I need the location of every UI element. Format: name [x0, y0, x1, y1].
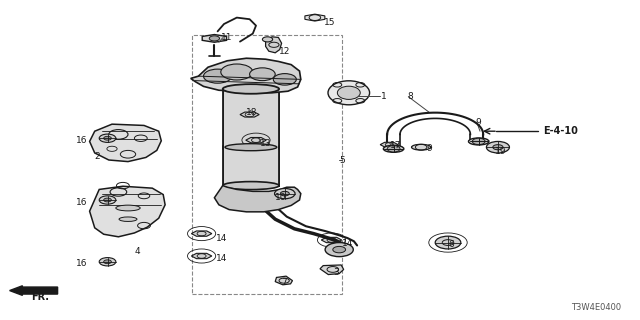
- Ellipse shape: [337, 86, 360, 100]
- Circle shape: [204, 69, 232, 83]
- Circle shape: [273, 74, 296, 85]
- Polygon shape: [191, 58, 301, 93]
- Circle shape: [280, 191, 289, 196]
- Text: T3W4E0400: T3W4E0400: [571, 303, 621, 312]
- Polygon shape: [266, 37, 282, 53]
- Circle shape: [104, 198, 111, 202]
- Circle shape: [262, 37, 273, 42]
- Text: 16: 16: [76, 260, 87, 268]
- Text: 14: 14: [216, 234, 228, 243]
- Polygon shape: [202, 35, 227, 42]
- Text: FR.: FR.: [31, 292, 49, 302]
- Ellipse shape: [223, 182, 279, 189]
- Circle shape: [435, 236, 461, 249]
- Polygon shape: [275, 276, 292, 285]
- Circle shape: [325, 243, 353, 257]
- Ellipse shape: [412, 144, 431, 150]
- Text: 17: 17: [390, 141, 402, 150]
- Circle shape: [333, 246, 346, 253]
- Circle shape: [486, 141, 509, 153]
- Polygon shape: [305, 14, 325, 21]
- Ellipse shape: [225, 144, 276, 151]
- Ellipse shape: [119, 217, 137, 221]
- Text: 10: 10: [275, 193, 287, 202]
- Circle shape: [99, 258, 116, 266]
- Text: 12: 12: [279, 47, 291, 56]
- Polygon shape: [90, 186, 165, 237]
- Circle shape: [493, 145, 503, 150]
- Text: 3: 3: [333, 268, 339, 277]
- Text: 6: 6: [448, 240, 454, 249]
- Circle shape: [209, 36, 220, 41]
- Text: 11: 11: [221, 33, 232, 42]
- Text: 16: 16: [76, 198, 87, 207]
- Polygon shape: [214, 186, 301, 212]
- Polygon shape: [246, 138, 266, 143]
- Circle shape: [275, 188, 295, 199]
- Text: 18: 18: [246, 108, 258, 117]
- Ellipse shape: [328, 81, 370, 105]
- Text: 9: 9: [475, 118, 481, 127]
- Circle shape: [104, 136, 111, 140]
- Ellipse shape: [383, 145, 404, 152]
- Text: 15: 15: [324, 18, 335, 27]
- Circle shape: [99, 196, 116, 204]
- Circle shape: [472, 138, 485, 145]
- Polygon shape: [240, 112, 259, 117]
- Bar: [223, 89, 279, 186]
- Text: 9: 9: [426, 144, 432, 153]
- Polygon shape: [90, 124, 161, 162]
- Text: 5: 5: [339, 156, 345, 164]
- Circle shape: [104, 260, 111, 264]
- Circle shape: [387, 146, 400, 152]
- Circle shape: [250, 68, 275, 81]
- Text: 7: 7: [282, 278, 287, 287]
- Text: 4: 4: [134, 247, 140, 256]
- Circle shape: [99, 134, 116, 142]
- Text: 16: 16: [76, 136, 87, 145]
- Text: 8: 8: [407, 92, 413, 101]
- Circle shape: [221, 64, 253, 80]
- Ellipse shape: [116, 205, 140, 211]
- Bar: [192, 35, 342, 294]
- Text: 2: 2: [95, 152, 100, 161]
- Text: 14: 14: [216, 254, 228, 263]
- Text: 1: 1: [381, 92, 387, 100]
- Polygon shape: [380, 142, 398, 147]
- Text: E-4-10: E-4-10: [543, 126, 577, 136]
- Ellipse shape: [223, 84, 279, 94]
- FancyArrow shape: [10, 286, 58, 295]
- Polygon shape: [320, 265, 344, 275]
- Polygon shape: [321, 237, 342, 243]
- Text: 14: 14: [342, 239, 354, 248]
- Polygon shape: [191, 253, 212, 259]
- Polygon shape: [191, 231, 212, 236]
- Text: 19: 19: [495, 147, 506, 156]
- Text: 13: 13: [260, 139, 271, 148]
- Ellipse shape: [468, 138, 489, 145]
